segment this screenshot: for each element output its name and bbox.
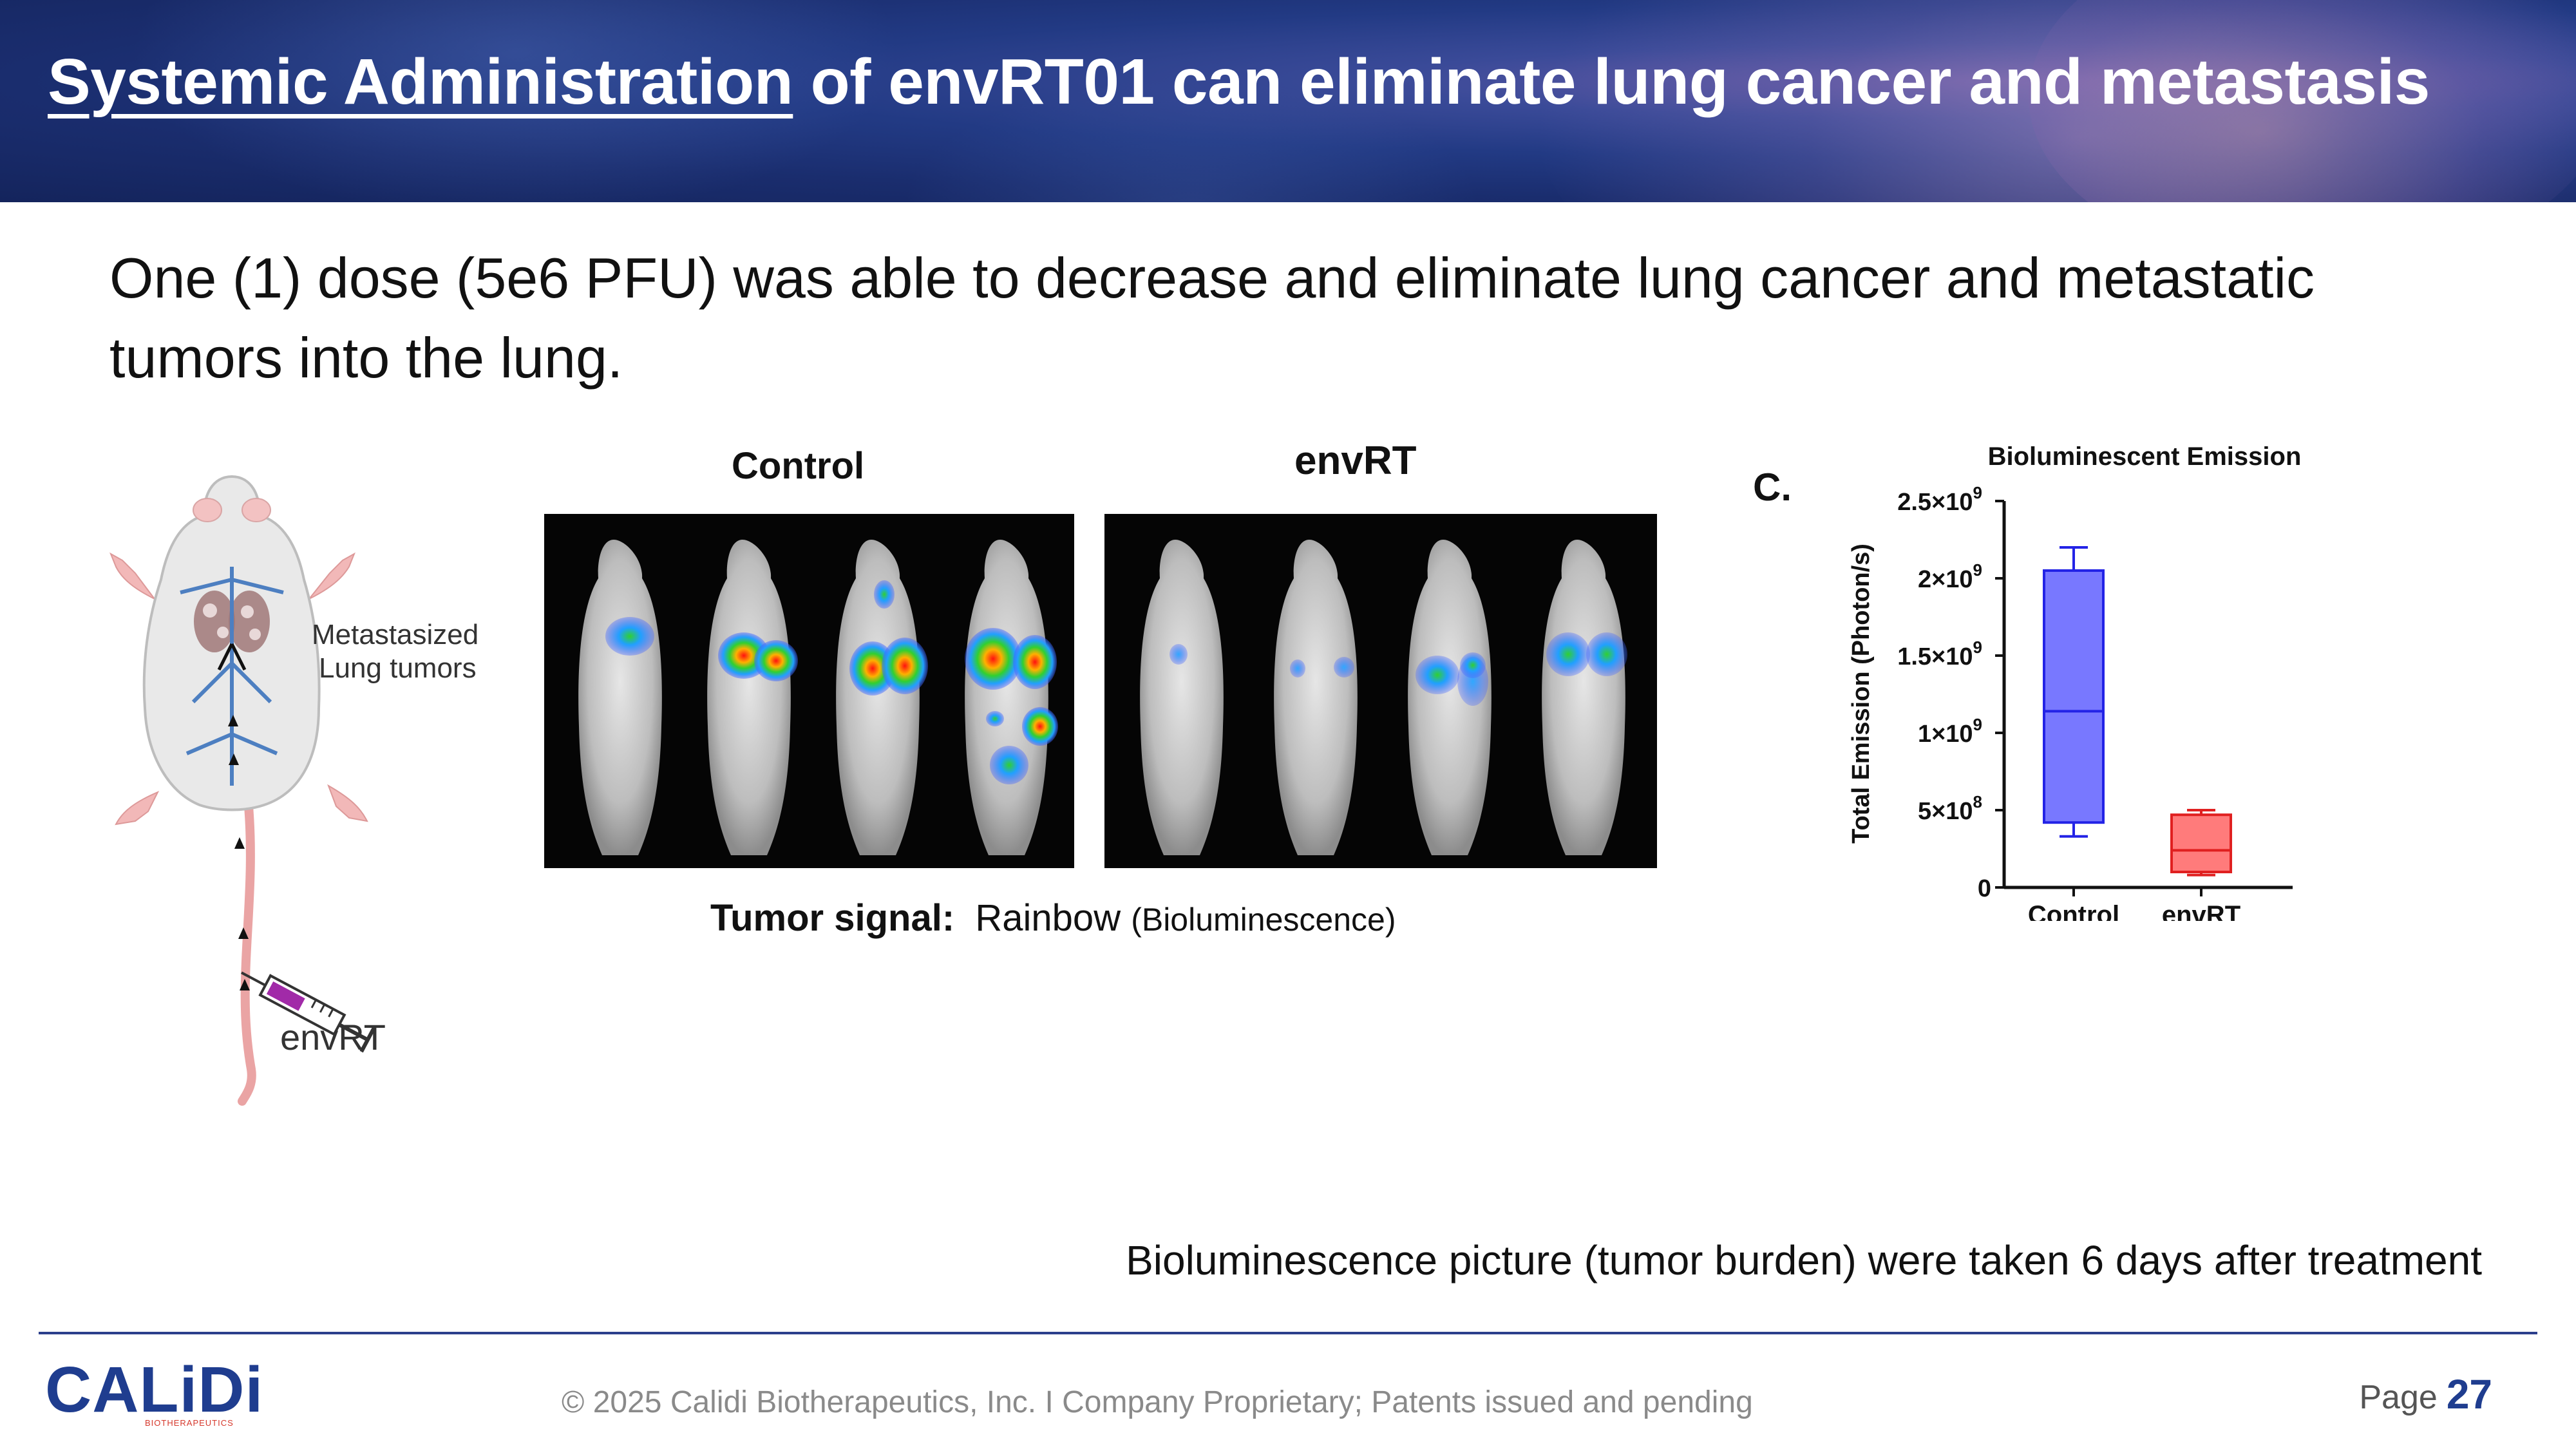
mouse-ear-left — [193, 498, 222, 522]
chart-boxes — [2043, 546, 2232, 876]
logo-subtitle: BIOTHERAPEUTICS — [145, 1418, 234, 1428]
mouse-silhouette — [965, 540, 1048, 855]
tumor-signal-blob — [1416, 656, 1459, 694]
box-plot-control — [2043, 546, 2105, 838]
page-label: Page — [2359, 1379, 2438, 1416]
tumor-signal-blob — [1022, 707, 1058, 746]
tumor-signal-blob — [1334, 657, 1354, 677]
mouse-front-paw-right — [308, 552, 355, 600]
header-banner: Systemic Administration of envRT01 can e… — [0, 0, 2576, 202]
tumor-signal-blob — [965, 628, 1021, 690]
mouse-hind-foot-right — [327, 784, 368, 822]
slide-title: Systemic Administration of envRT01 can e… — [48, 45, 2430, 119]
envrt-panel-label: envRT — [1294, 439, 1417, 483]
flow-arrow-icon — [238, 927, 249, 939]
box-iqr — [2170, 813, 2232, 874]
tumor-signal-value: Rainbow — [975, 897, 1121, 939]
syringe-icon — [240, 971, 376, 1053]
flow-arrow-icon — [229, 753, 239, 765]
tumor-signal-blob — [874, 580, 895, 609]
blood-vessel — [180, 567, 284, 786]
control-bioluminescence-image — [544, 514, 1074, 868]
tumor-signal-blob — [1460, 652, 1486, 678]
mouse-silhouette — [836, 540, 920, 855]
chart-y-tick-label: 2.5×109 — [1897, 483, 1982, 516]
chart-x-label: Control — [2028, 901, 2119, 921]
footer-divider — [39, 1332, 2537, 1334]
box-iqr — [2043, 569, 2105, 824]
copyright-notice: © 2025 Calidi Biotherapeutics, Inc. I Co… — [562, 1385, 1753, 1419]
chart-y-tick-label: 2×109 — [1918, 560, 1982, 593]
envrt-mice-svg — [1140, 540, 1627, 855]
callout-line-2: Lung tumors — [319, 652, 477, 684]
chart-axes — [2002, 501, 2293, 889]
tumor-signal-caption: Tumor signal: Rainbow (Bioluminescence) — [710, 896, 1396, 940]
lung-tumor — [241, 605, 254, 618]
mouse-hind-foot-left — [115, 791, 160, 826]
page-number: Page 27 — [2359, 1370, 2492, 1418]
banner-cell-image — [1533, 0, 2576, 202]
panel-letter: C. — [1753, 466, 1792, 509]
tumor-signal-blob — [1013, 635, 1057, 689]
intro-text: One (1) dose (5e6 PFU) was able to decre… — [109, 246, 2315, 390]
envrt-bioluminescence-image — [1104, 514, 1657, 868]
flow-arrow-icon — [240, 979, 250, 990]
mouse-front-paw-left — [109, 552, 155, 600]
tumor-signal-blob — [1546, 632, 1590, 676]
chart-y-tick-label: 0 — [1978, 875, 1991, 902]
flow-arrow-icon — [228, 715, 238, 726]
tumor-signal-blob — [882, 638, 928, 694]
mouse-silhouette — [578, 540, 662, 855]
chart-x-labels: Control envRT — [2028, 887, 2240, 921]
mouse-silhouette — [1542, 540, 1625, 855]
footnote: Bioluminescence picture (tumor burden) w… — [1126, 1237, 2482, 1283]
tumor-signal-label: Tumor signal: — [710, 897, 955, 939]
chart-y-tick-label: 5×108 — [1918, 792, 1982, 825]
callout-line-1: Metastasized — [312, 619, 478, 650]
chart-y-tick-label: 1.5×109 — [1897, 638, 1982, 670]
box-plot-envrt — [2170, 809, 2232, 876]
flow-arrow-icon — [234, 837, 245, 849]
lung-tumor — [217, 627, 229, 638]
mouse-silhouette — [1140, 540, 1224, 855]
banner-cell-image — [2029, 0, 2576, 202]
chart-ylabel: Total Emission (Photon/s) — [1848, 544, 1875, 844]
tumor-signal-blob — [1170, 644, 1188, 665]
syringe-label: envRT — [280, 1017, 386, 1057]
slide-title-underlined: Systemic Administration — [48, 46, 793, 118]
chart-y-tick-label: 1×109 — [1918, 715, 1982, 748]
bioluminescent-emission-chart: Bioluminescent Emission Total Emission (… — [1848, 442, 2302, 921]
tumor-signal-blob — [754, 640, 798, 681]
mouse-silhouette — [1274, 540, 1358, 855]
chart-x-label: envRT — [2162, 901, 2240, 921]
lung-tumor — [203, 603, 217, 618]
lung-tumor — [249, 629, 261, 640]
mouse-illustration: Metastasized Lung tumors envRT — [109, 475, 478, 1106]
tumor-signal-blob — [605, 617, 654, 656]
control-panel-label: Control — [732, 445, 865, 487]
page-number-value: 27 — [2446, 1371, 2492, 1417]
mouse-silhouette — [1408, 540, 1492, 855]
mouse-tail — [238, 794, 256, 1106]
lung-right — [229, 591, 270, 652]
tumor-signal-blob — [986, 711, 1004, 726]
tumor-signal-blob — [990, 746, 1028, 784]
tumor-signal-blob — [1290, 659, 1305, 677]
chart-title: Bioluminescent Emission — [1988, 442, 2302, 471]
logo-wordmark: CALiDi — [45, 1354, 264, 1426]
calidi-logo: CALiDi BIOTHERAPEUTICS — [45, 1358, 264, 1428]
control-mice-svg — [578, 540, 1058, 855]
tumor-signal-blob — [1586, 632, 1627, 676]
mouse-silhouette — [707, 540, 791, 855]
blood-vessel-arrows — [217, 643, 247, 671]
chart-y-ticks: 0 5×108 1×109 1.5×109 2×109 2.5×109 — [1897, 483, 2004, 902]
mouse-ear-right — [242, 498, 271, 522]
banner-background-glow — [129, 0, 902, 202]
slide-title-rest: of envRT01 can eliminate lung cancer and… — [793, 46, 2430, 118]
tumor-signal-note: (Bioluminescence) — [1131, 902, 1396, 938]
